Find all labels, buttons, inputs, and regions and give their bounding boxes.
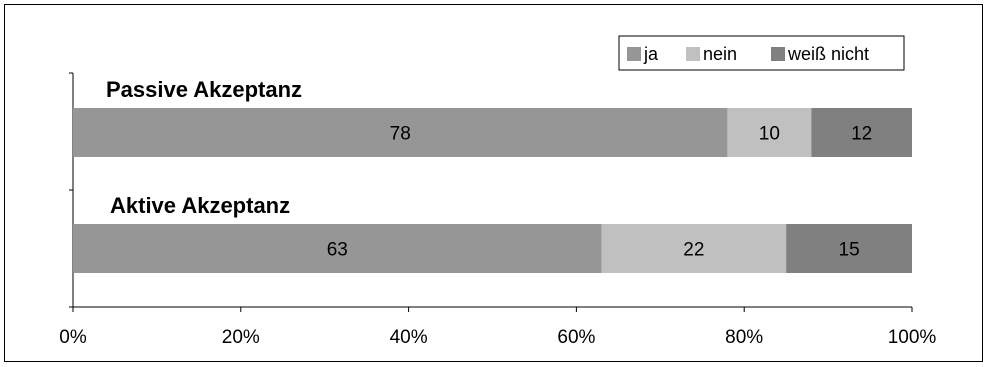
x-tick-label-3: 60% <box>557 327 595 348</box>
legend-label-nein: nein <box>703 44 737 64</box>
data-label-passive-akzeptanz-ja: 78 <box>390 124 411 145</box>
x-tick-label-2: 40% <box>390 327 428 348</box>
bar-passive-akzeptanz-wei-nicht <box>811 108 912 157</box>
x-tick-label-4: 80% <box>725 327 763 348</box>
legend-label-wei-nicht: weiß nicht <box>787 44 869 64</box>
data-label-passive-akzeptanz-wei-nicht: 12 <box>851 124 872 145</box>
bar-passive-akzeptanz-ja <box>73 108 728 157</box>
legend-swatch-nein <box>686 47 700 61</box>
category-label-passive-akzeptanz: Passive Akzeptanz <box>106 77 302 102</box>
data-label-aktive-akzeptanz-ja: 63 <box>327 240 348 261</box>
legend-label-ja: ja <box>643 44 659 64</box>
legend-swatch-ja <box>627 47 641 61</box>
data-label-aktive-akzeptanz-wei-nicht: 15 <box>839 240 860 261</box>
category-label-aktive-akzeptanz: Aktive Akzeptanz <box>110 193 290 218</box>
data-label-aktive-akzeptanz-nein: 22 <box>683 240 704 261</box>
bar-aktive-akzeptanz-ja <box>73 224 602 273</box>
x-tick-label-1: 20% <box>222 327 260 348</box>
legend-swatch-wei-nicht <box>771 47 785 61</box>
x-tick-label-5: 100% <box>888 327 937 348</box>
bar-aktive-akzeptanz-nein <box>601 224 787 273</box>
x-tick-label-0: 0% <box>59 327 87 348</box>
bar-passive-akzeptanz-nein <box>727 108 812 157</box>
bar-aktive-akzeptanz-wei-nicht <box>786 224 912 273</box>
data-label-passive-akzeptanz-nein: 10 <box>759 124 780 145</box>
legend-box <box>618 35 905 71</box>
